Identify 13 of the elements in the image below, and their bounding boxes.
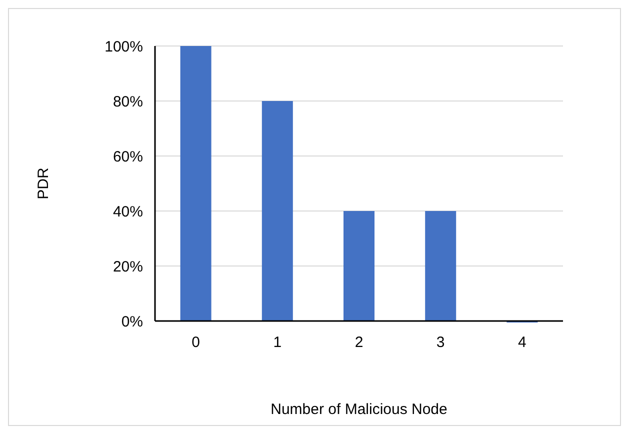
y-tick-label: 100%	[104, 38, 143, 56]
y-axis-title: PDR	[35, 168, 52, 200]
y-tick-label: 60%	[112, 148, 143, 166]
y-tick-label: 80%	[112, 93, 143, 110]
y-tick-label: 40%	[112, 203, 143, 220]
x-tick-label: 3	[436, 334, 445, 351]
y-tick-label: 0%	[121, 313, 143, 330]
x-tick-label: 2	[354, 334, 364, 351]
y-tick-label: 20%	[112, 258, 143, 276]
x-tick-label: 4	[518, 334, 526, 351]
x-tick-label: 0	[192, 334, 200, 351]
x-axis-title: Number of Malicious Node	[270, 401, 448, 418]
x-tick-label: 1	[273, 334, 282, 351]
